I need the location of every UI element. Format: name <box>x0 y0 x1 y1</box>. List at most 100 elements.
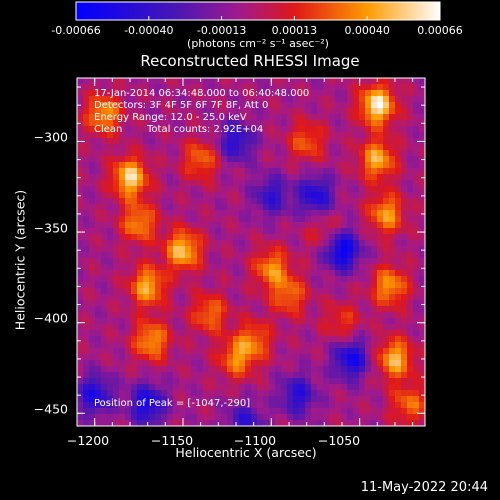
heatmap-cell <box>227 204 234 211</box>
heatmap-cell <box>101 354 108 361</box>
heatmap-cell <box>353 204 360 211</box>
heatmap-cell <box>329 108 336 115</box>
heatmap-cell <box>209 96 216 103</box>
heatmap-cell <box>299 246 306 253</box>
heatmap-cell <box>341 384 348 391</box>
heatmap-cell <box>275 138 282 145</box>
heatmap-cell <box>215 378 222 385</box>
heatmap-cell <box>179 144 186 151</box>
heatmap-cell <box>149 108 156 115</box>
heatmap-cell <box>299 384 306 391</box>
heatmap-cell <box>125 180 132 187</box>
heatmap-cell <box>101 228 108 235</box>
heatmap-cell <box>413 294 420 301</box>
heatmap-cell <box>335 252 342 259</box>
heatmap-cell <box>209 210 216 217</box>
heatmap-cell <box>143 240 150 247</box>
heatmap-cell <box>305 282 312 289</box>
heatmap-cell <box>293 96 300 103</box>
heatmap-cell <box>107 204 114 211</box>
heatmap-cell <box>101 258 108 265</box>
heatmap-cell <box>245 186 252 193</box>
heatmap-cell <box>125 108 132 115</box>
heatmap-cell <box>263 216 270 223</box>
heatmap-cell <box>113 360 120 367</box>
heatmap-cell <box>95 90 102 97</box>
heatmap-cell <box>89 360 96 367</box>
heatmap-cell <box>185 180 192 187</box>
heatmap-cell <box>185 396 192 403</box>
heatmap-cell <box>191 216 198 223</box>
heatmap-cell <box>287 126 294 133</box>
heatmap-cell <box>407 384 414 391</box>
heatmap-cell <box>311 318 318 325</box>
heatmap-cell <box>101 96 108 103</box>
heatmap-cell <box>341 408 348 415</box>
heatmap-cell <box>221 228 228 235</box>
heatmap-cell <box>401 78 408 85</box>
heatmap-cell <box>377 420 384 427</box>
heatmap-cell <box>233 198 240 205</box>
heatmap-cell <box>89 192 96 199</box>
heatmap-cell <box>125 210 132 217</box>
heatmap-cell <box>215 216 222 223</box>
heatmap-cell <box>389 282 396 289</box>
heatmap-cell <box>311 402 318 409</box>
heatmap-cell <box>155 318 162 325</box>
heatmap-cell <box>83 126 90 133</box>
heatmap-cell <box>179 300 186 307</box>
heatmap-cell <box>419 288 426 295</box>
heatmap-cell <box>245 180 252 187</box>
heatmap-cell <box>377 222 384 229</box>
heatmap-cell <box>107 372 114 379</box>
heatmap-cell <box>353 408 360 415</box>
heatmap-cell <box>173 150 180 157</box>
heatmap-cell <box>137 156 144 163</box>
heatmap-cell <box>281 234 288 241</box>
heatmap-cell <box>335 156 342 163</box>
heatmap-cell <box>287 210 294 217</box>
heatmap-cell <box>395 132 402 139</box>
heatmap-cell <box>125 114 132 121</box>
heatmap-cell <box>227 360 234 367</box>
heatmap-cell <box>347 162 354 169</box>
heatmap-cell <box>107 378 114 385</box>
heatmap-cell <box>377 372 384 379</box>
heatmap-cell <box>113 348 120 355</box>
heatmap-cell <box>203 396 210 403</box>
heatmap-cell <box>137 114 144 121</box>
heatmap-cell <box>161 348 168 355</box>
heatmap-cell <box>77 240 84 247</box>
heatmap-cell <box>329 144 336 151</box>
heatmap-cell <box>347 102 354 109</box>
heatmap-cell <box>281 84 288 91</box>
heatmap-cell <box>269 258 276 265</box>
heatmap-cell <box>239 240 246 247</box>
heatmap-cell <box>263 138 270 145</box>
heatmap-cell <box>395 192 402 199</box>
heatmap-cell <box>113 336 120 343</box>
heatmap-cell <box>215 324 222 331</box>
heatmap-cell <box>233 234 240 241</box>
heatmap-cell <box>83 312 90 319</box>
heatmap-cell <box>287 120 294 127</box>
heatmap-cell <box>167 366 174 373</box>
heatmap-cell <box>257 414 264 421</box>
heatmap-cell <box>293 408 300 415</box>
heatmap-cell <box>191 84 198 91</box>
heatmap-cell <box>137 192 144 199</box>
heatmap-cell <box>341 210 348 217</box>
heatmap-cell <box>305 390 312 397</box>
heatmap-cell <box>389 78 396 85</box>
heatmap-cell <box>137 252 144 259</box>
heatmap-cell <box>227 96 234 103</box>
heatmap-cell <box>191 354 198 361</box>
heatmap-cell <box>323 354 330 361</box>
heatmap-cell <box>401 198 408 205</box>
heatmap-cell <box>353 378 360 385</box>
heatmap-cell <box>263 204 270 211</box>
heatmap-cell <box>317 342 324 349</box>
heatmap-cell <box>167 240 174 247</box>
heatmap-cell <box>119 276 126 283</box>
heatmap-cell <box>401 384 408 391</box>
